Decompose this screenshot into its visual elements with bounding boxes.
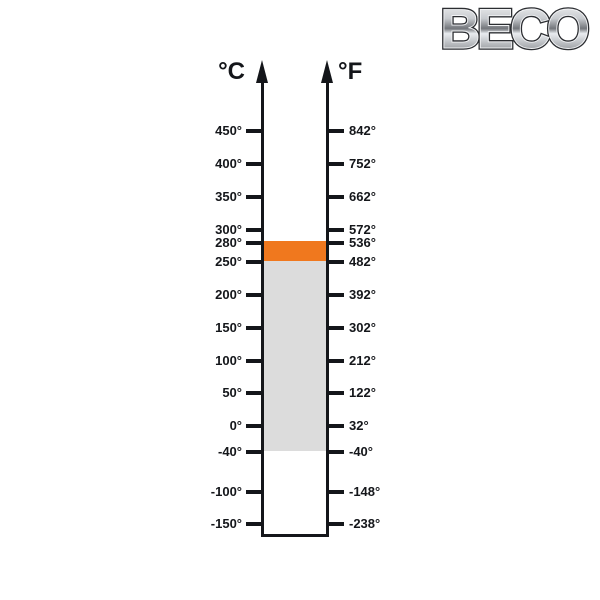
fahrenheit-tick-label: 302°	[349, 320, 376, 335]
celsius-tick-label: 350°	[215, 189, 242, 204]
fahrenheit-tick-label: 536°	[349, 235, 376, 250]
celsius-tick-label: 250°	[215, 254, 242, 269]
celsius-tick-label: 150°	[215, 320, 242, 335]
fahrenheit-tick-mark	[327, 522, 344, 526]
beco-logo-text: BECO	[440, 1, 588, 59]
fahrenheit-tick-mark	[327, 490, 344, 494]
fahrenheit-tick-label: -238°	[349, 516, 381, 531]
fahrenheit-tick-label: 662°	[349, 189, 376, 204]
beco-logo: BECO BECO	[438, 1, 594, 59]
fahrenheit-tick-mark	[327, 326, 344, 330]
fahrenheit-tick-mark	[327, 424, 344, 428]
fahrenheit-tick-label: -148°	[349, 484, 381, 499]
celsius-tick-mark	[246, 195, 263, 199]
fahrenheit-tick-label: 32°	[349, 418, 369, 433]
beco-logo-inline-highlight: BECO	[440, 1, 588, 59]
fahrenheit-tick-label: 482°	[349, 254, 376, 269]
celsius-tick-label: -100°	[210, 484, 242, 499]
celsius-tick-mark	[246, 326, 263, 330]
celsius-tick-mark	[246, 241, 263, 245]
celsius-unit-label: °C	[218, 58, 245, 85]
normal-range-band	[264, 261, 326, 451]
fahrenheit-tick-mark	[327, 241, 344, 245]
fahrenheit-tick-mark	[327, 293, 344, 297]
celsius-tick-mark	[246, 450, 263, 454]
celsius-axis-arrow-icon	[256, 60, 268, 83]
celsius-tick-label: 0°	[229, 418, 242, 433]
fahrenheit-tick-mark	[327, 359, 344, 363]
peak-range-band	[264, 241, 326, 261]
fahrenheit-tick-mark	[327, 260, 344, 264]
celsius-tick-mark	[246, 359, 263, 363]
celsius-tick-mark	[246, 260, 263, 264]
celsius-tick-mark	[246, 129, 263, 133]
fahrenheit-tick-mark	[327, 450, 344, 454]
celsius-tick-label: 200°	[215, 287, 242, 302]
celsius-tick-label: -150°	[210, 516, 242, 531]
celsius-tick-mark	[246, 490, 263, 494]
celsius-tick-mark	[246, 293, 263, 297]
axis-baseline	[261, 534, 329, 537]
fahrenheit-tick-label: 572°	[349, 222, 376, 237]
fahrenheit-tick-label: 752°	[349, 156, 376, 171]
celsius-tick-mark	[246, 391, 263, 395]
fahrenheit-tick-label: 122°	[349, 385, 376, 400]
celsius-tick-label: 300°	[215, 222, 242, 237]
fahrenheit-tick-mark	[327, 162, 344, 166]
celsius-tick-label: 280°	[215, 235, 242, 250]
fahrenheit-tick-label: -40°	[349, 444, 373, 459]
fahrenheit-axis-line	[326, 78, 329, 537]
celsius-tick-mark	[246, 162, 263, 166]
fahrenheit-tick-mark	[327, 129, 344, 133]
celsius-tick-label: 450°	[215, 123, 242, 138]
celsius-tick-mark	[246, 424, 263, 428]
celsius-tick-mark	[246, 522, 263, 526]
fahrenheit-tick-mark	[327, 391, 344, 395]
fahrenheit-axis-arrow-icon	[321, 60, 333, 83]
fahrenheit-tick-label: 842°	[349, 123, 376, 138]
fahrenheit-tick-mark	[327, 195, 344, 199]
celsius-tick-label: 100°	[215, 353, 242, 368]
fahrenheit-unit-label: °F	[338, 58, 363, 85]
fahrenheit-tick-label: 212°	[349, 353, 376, 368]
celsius-tick-label: -40°	[218, 444, 242, 459]
celsius-tick-label: 400°	[215, 156, 242, 171]
celsius-tick-mark	[246, 228, 263, 232]
fahrenheit-tick-mark	[327, 228, 344, 232]
fahrenheit-tick-label: 392°	[349, 287, 376, 302]
celsius-axis-line	[261, 78, 264, 537]
celsius-tick-label: 50°	[222, 385, 242, 400]
